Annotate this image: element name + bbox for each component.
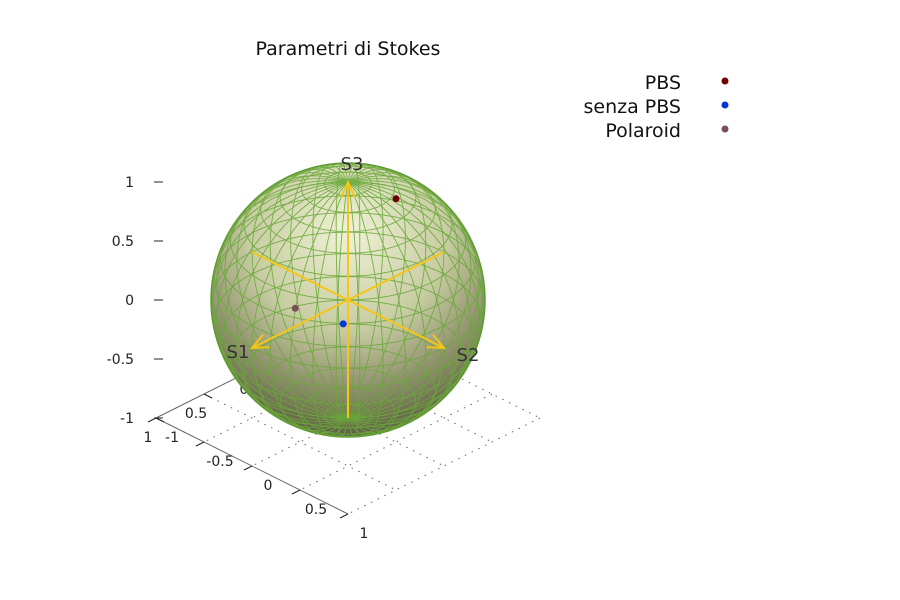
data-point: [291, 304, 299, 312]
s3-arrow-head: [340, 179, 356, 199]
y-tick-label: -0.5: [206, 454, 233, 470]
longitude-line: [236, 175, 460, 425]
longitude-line: [335, 163, 361, 437]
s1-arrow-head: [249, 333, 270, 350]
x-tick-mark: [155, 417, 165, 423]
z-tick-label: 0.5: [112, 234, 134, 250]
longitude-line: [269, 169, 427, 431]
z-tick-label: 1: [125, 175, 134, 191]
z-tick-label: -1: [120, 411, 134, 427]
y-tick-mark: [195, 441, 205, 447]
longitude-line: [290, 166, 406, 434]
y-tick-mark: [243, 465, 253, 471]
legend-label: senza PBS: [583, 96, 681, 118]
longitude-line: [312, 164, 384, 436]
longitude-line: [236, 175, 460, 425]
s2-arrow-head: [426, 333, 447, 350]
longitude-line: [269, 169, 427, 431]
longitude-line: [224, 178, 472, 422]
stokes-arrows: [249, 179, 447, 418]
z-tick-label: 0: [125, 293, 134, 309]
y-tick-label: 0: [264, 478, 273, 494]
longitude-line: [212, 181, 484, 419]
longitude-line: [212, 181, 484, 419]
legend-label: PBS: [645, 72, 681, 94]
legend-label: Polaroid: [605, 120, 681, 142]
z-tick-label: -0.5: [107, 352, 134, 368]
chart-title: Parametri di Stokes: [256, 38, 441, 60]
longitude-line: [335, 163, 361, 437]
x-tick-label: 0.5: [185, 406, 207, 422]
sphere-mesh: [211, 163, 485, 437]
x-tick-mark: [203, 393, 213, 399]
axis-names: S1 S2 S3: [227, 154, 480, 366]
data-point: [392, 195, 400, 203]
longitude-line: [216, 180, 480, 420]
s2-label: S2: [457, 345, 480, 366]
y-axis: 1 0.5 0 -0.5 -1: [147, 417, 369, 542]
longitude-line: [312, 164, 384, 436]
y-tick-mark: [339, 513, 349, 519]
x-tick-label: 1: [144, 430, 153, 446]
data-points: [291, 195, 400, 328]
y-tick-label: -1: [165, 430, 179, 446]
z-axis: 1 0.5 0 -0.5 -1: [107, 175, 163, 427]
longitude-line: [290, 166, 406, 434]
y-tick-mark: [291, 489, 301, 495]
legend-marker: [721, 77, 729, 85]
data-point: [339, 320, 347, 328]
y-tick-label: 1: [360, 526, 369, 542]
y-tick-mark: [147, 417, 157, 423]
s3-label: S3: [341, 154, 364, 175]
y-tick-label: 0.5: [305, 502, 327, 518]
legend-marker: [721, 101, 729, 109]
legend-marker: [721, 125, 729, 133]
longitude-line: [216, 180, 480, 420]
longitude-line: [224, 178, 472, 422]
s1-label: S1: [227, 342, 250, 363]
